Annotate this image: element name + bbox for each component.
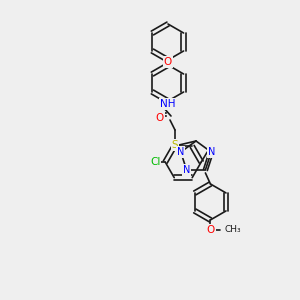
Text: S: S: [172, 140, 178, 150]
Text: O: O: [206, 225, 214, 235]
Text: CH₃: CH₃: [224, 225, 241, 234]
Text: NH: NH: [160, 99, 176, 109]
Text: O: O: [164, 57, 172, 67]
Text: O: O: [156, 113, 164, 123]
Text: N: N: [208, 147, 215, 157]
Text: Cl: Cl: [150, 157, 160, 167]
Text: N: N: [177, 147, 184, 157]
Text: N: N: [183, 165, 190, 175]
